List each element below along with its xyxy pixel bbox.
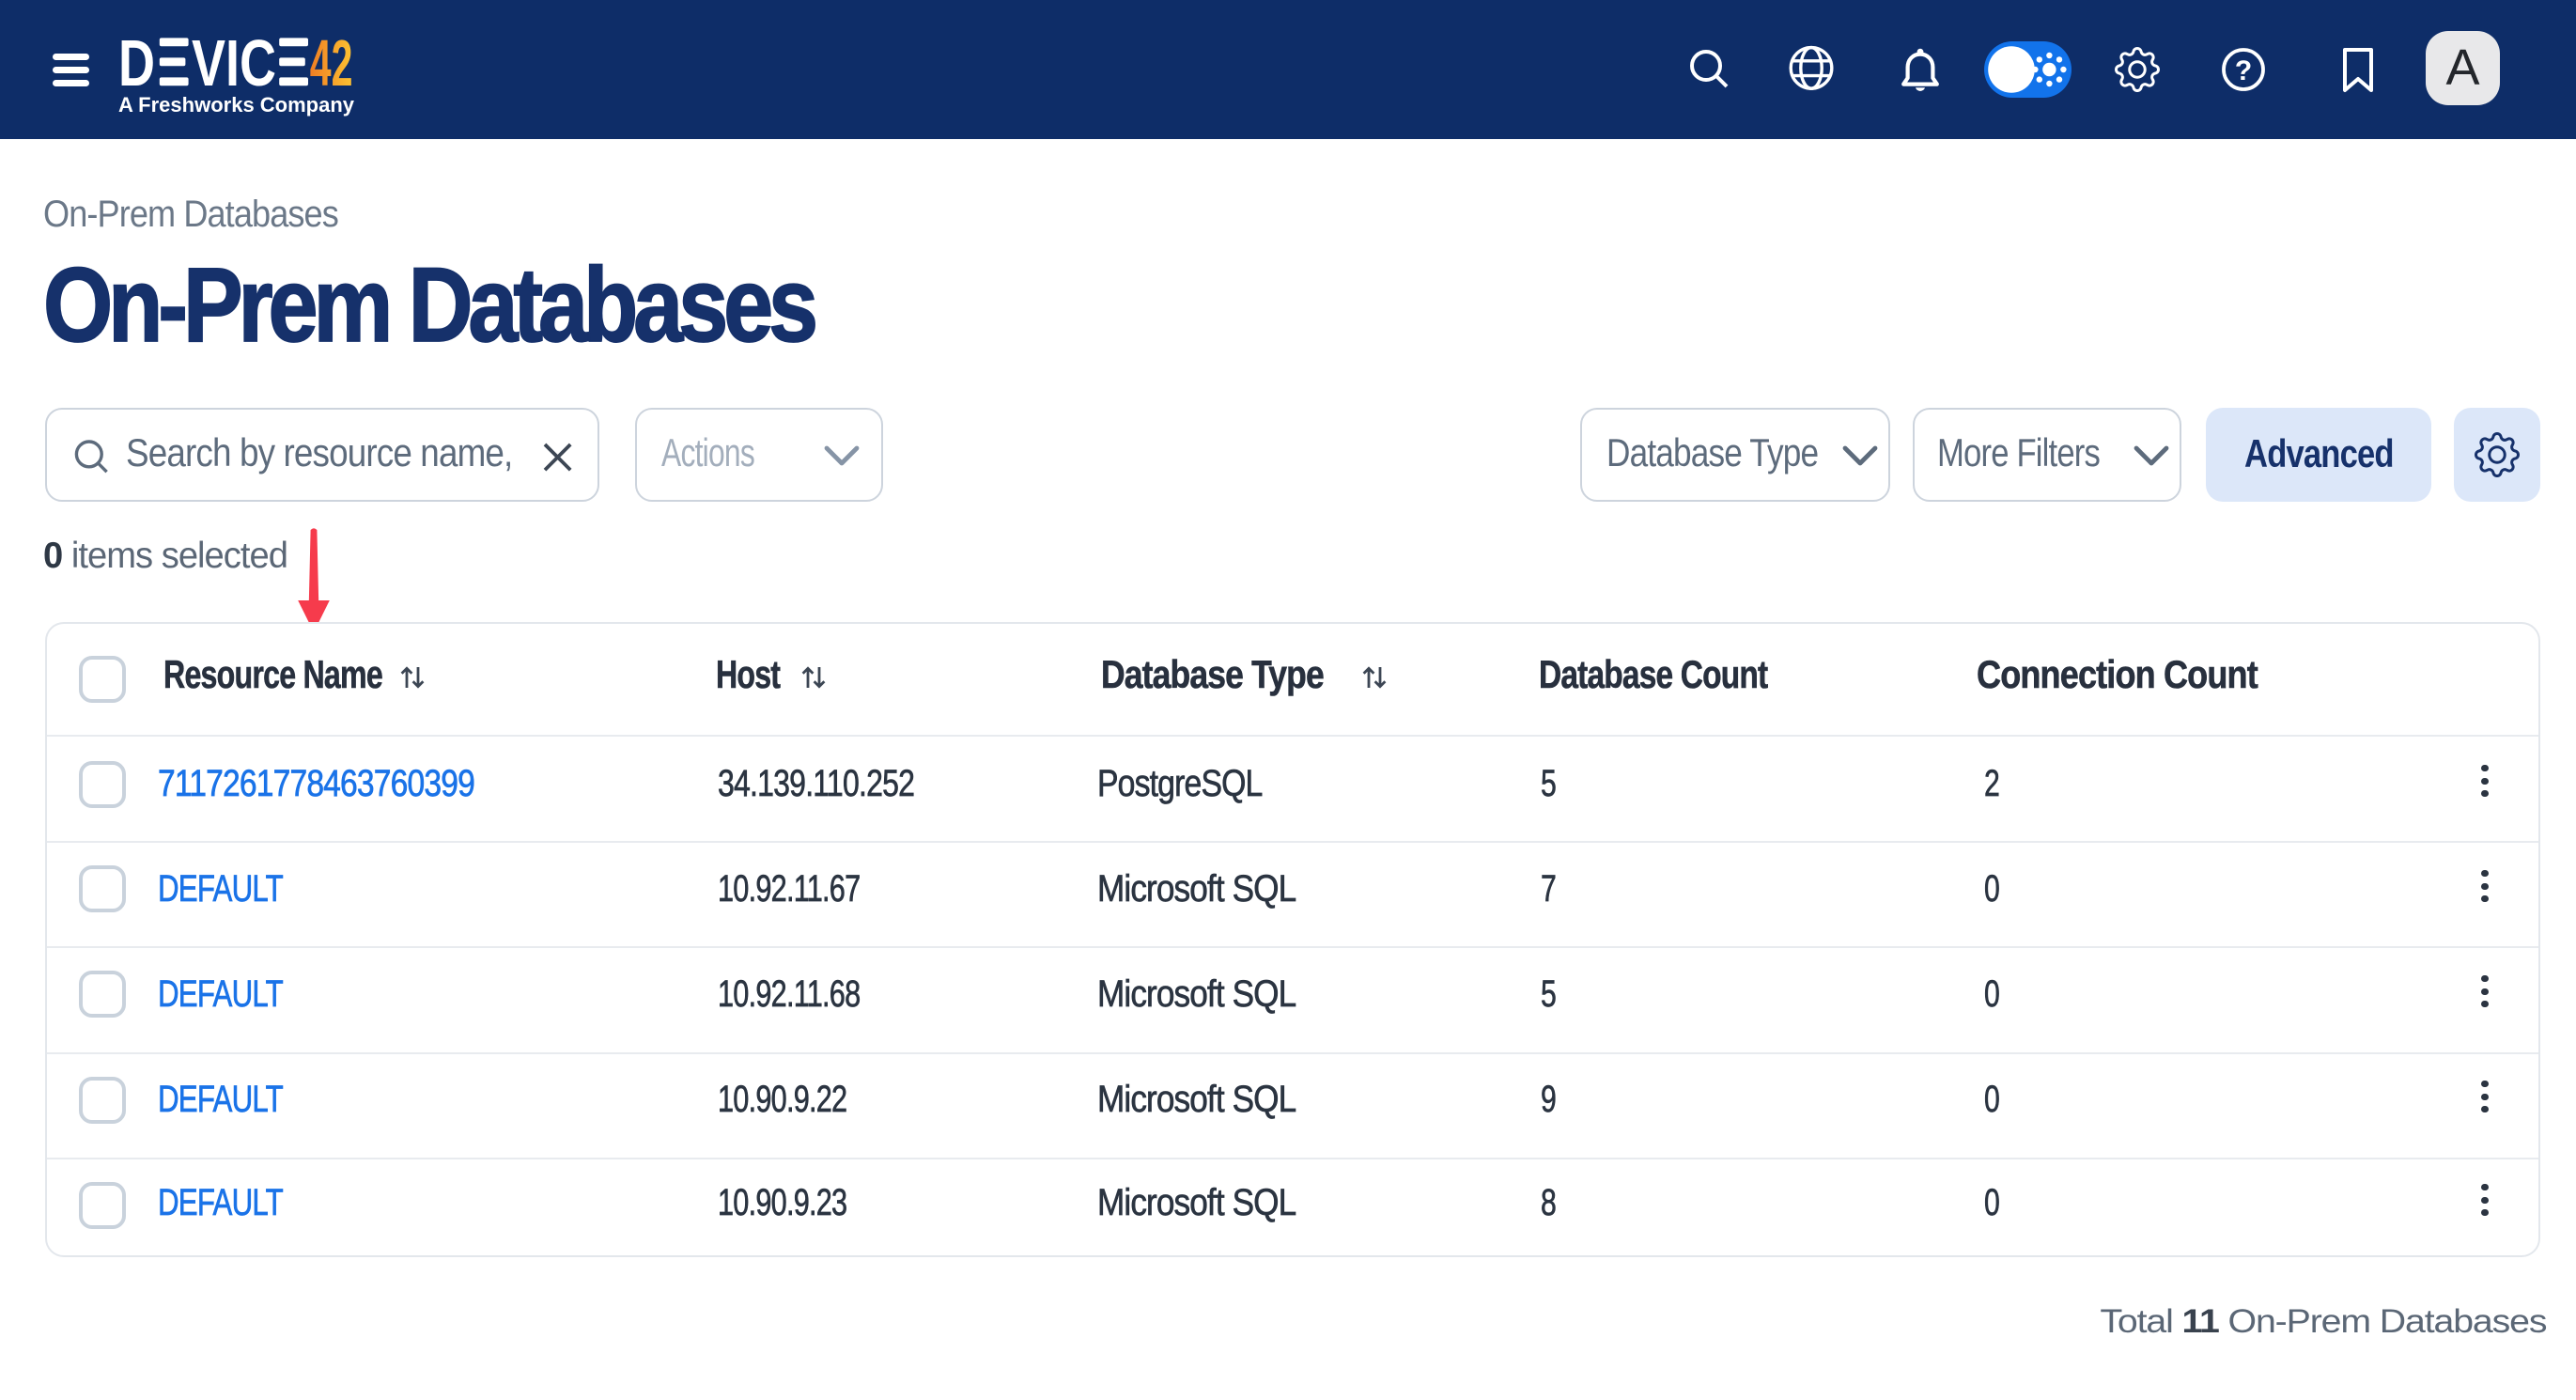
svg-text:42: 42: [310, 38, 353, 90]
svg-text:?: ?: [2235, 55, 2252, 86]
svg-text:D: D: [118, 38, 155, 90]
svg-text:VIC: VIC: [192, 38, 276, 90]
